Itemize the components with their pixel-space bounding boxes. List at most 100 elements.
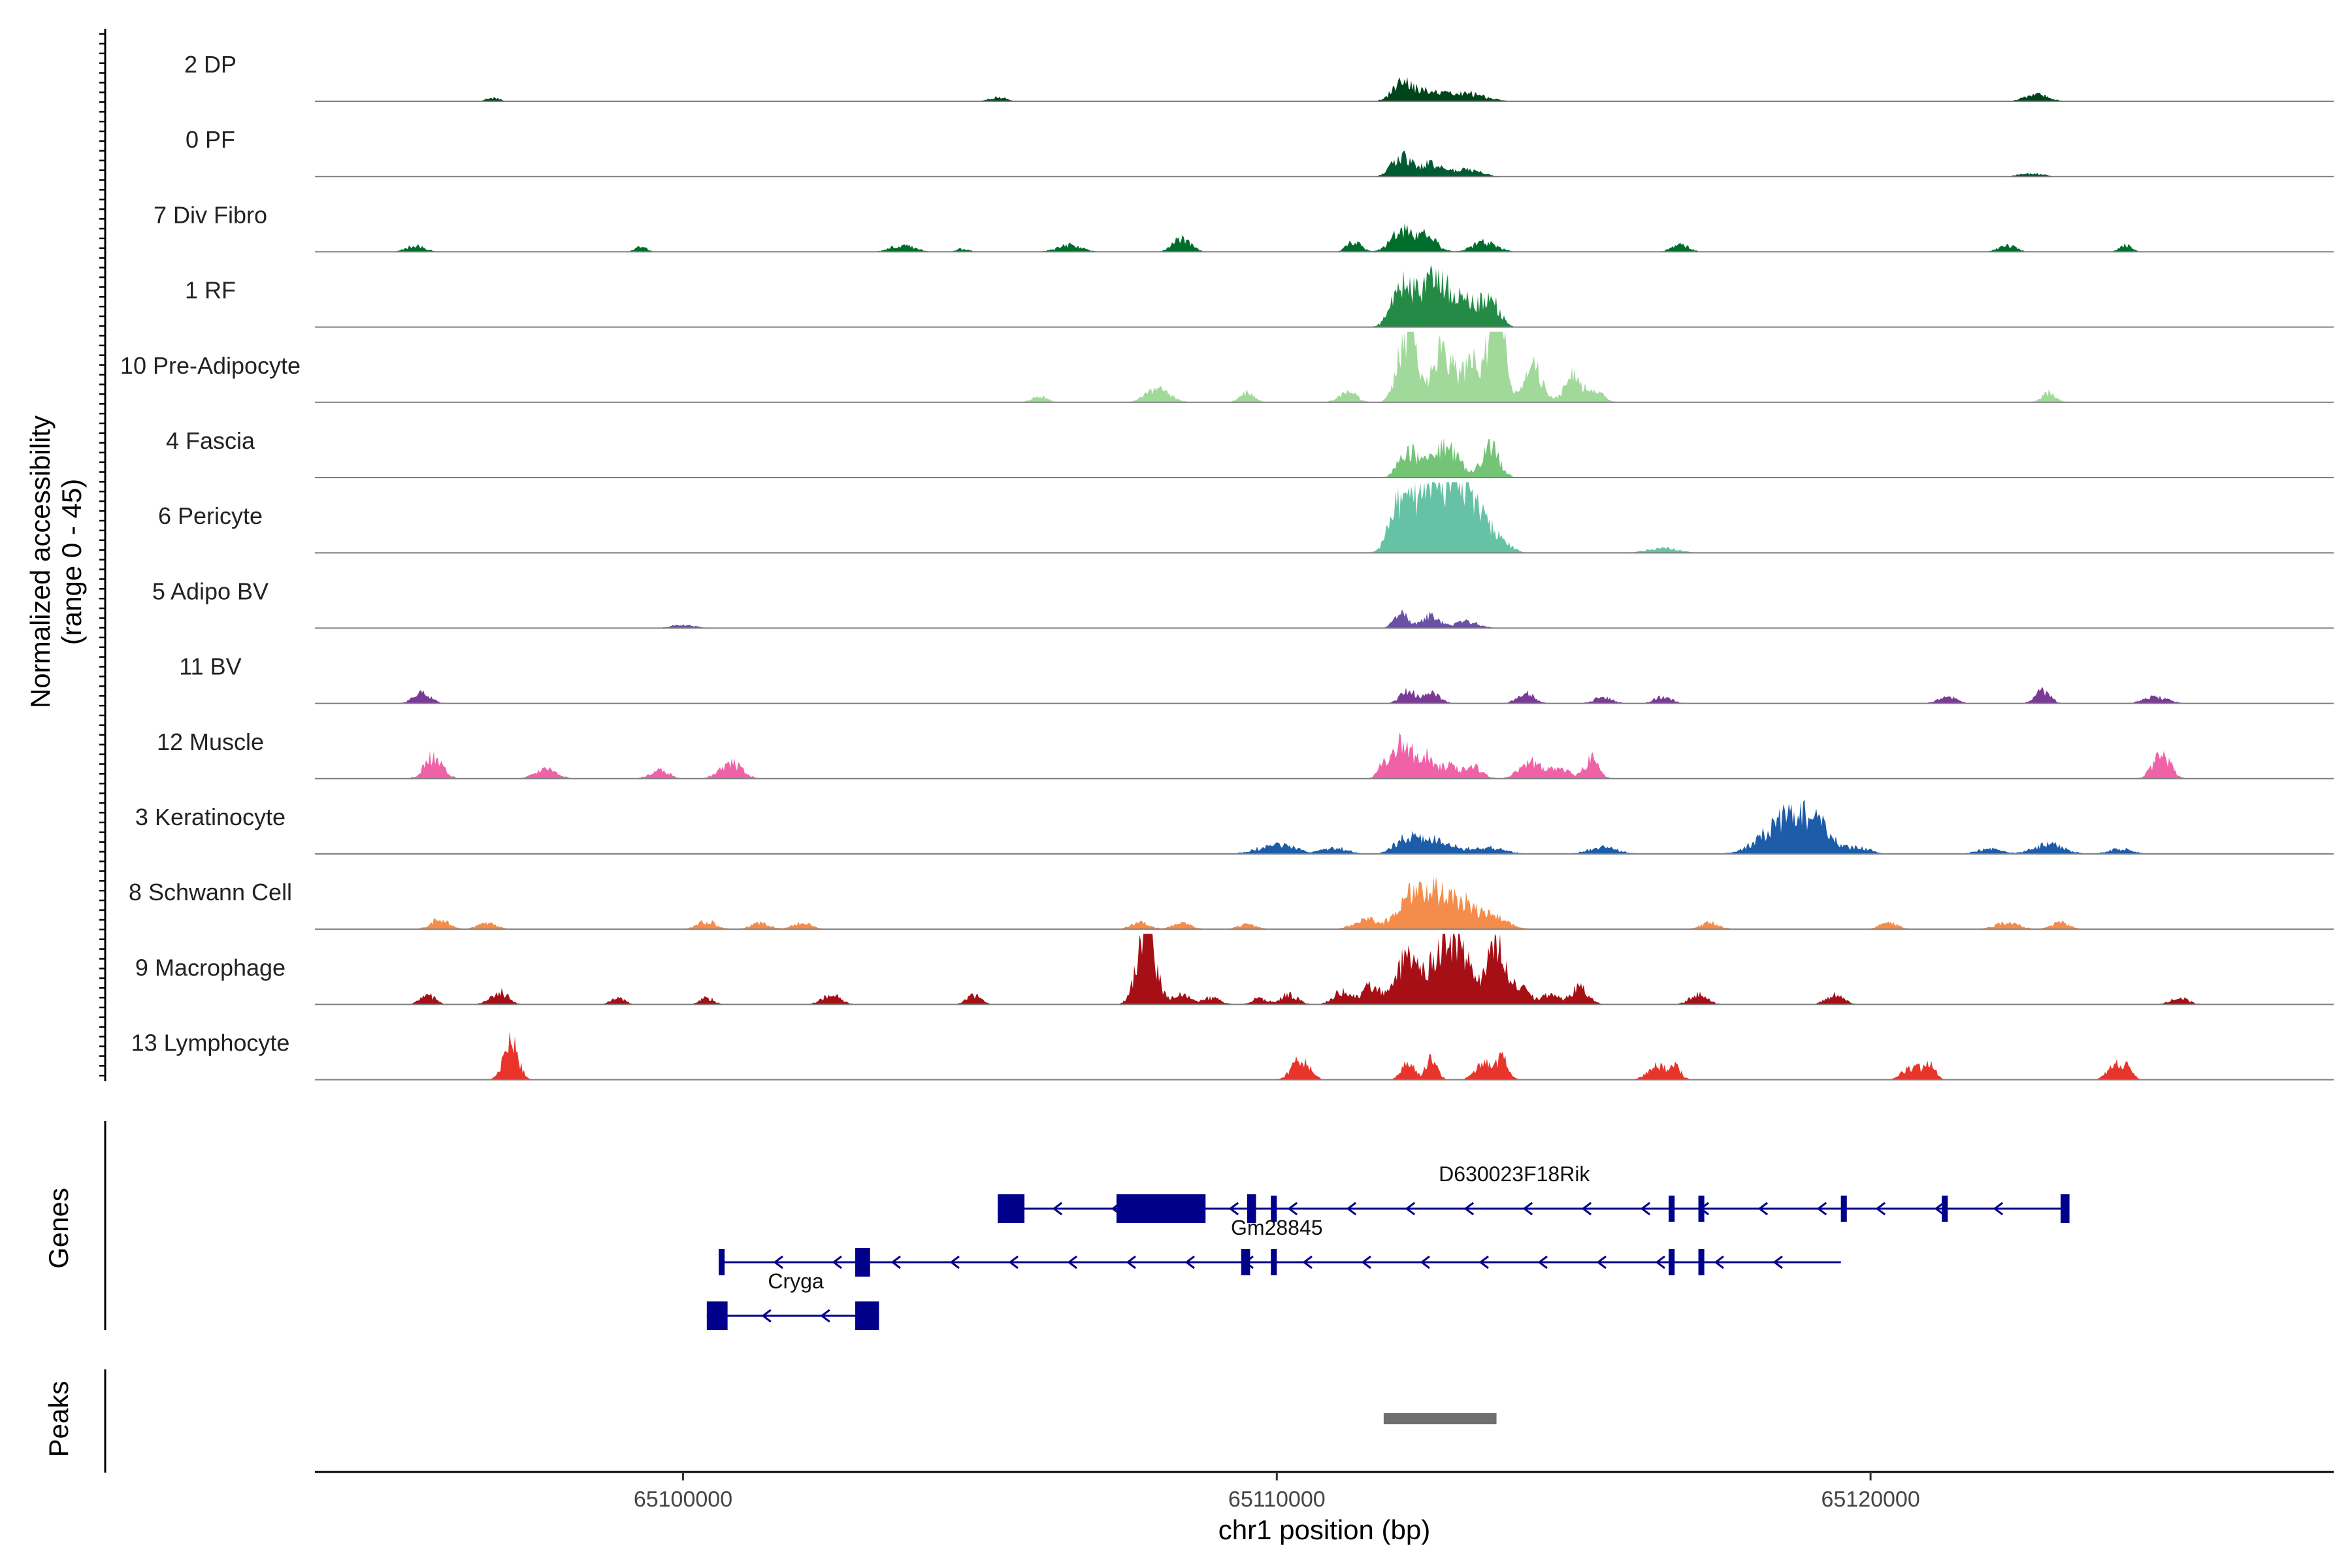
strand-arrow <box>1420 1255 1430 1269</box>
strand-arrow <box>1346 1201 1357 1216</box>
gene-model: Cryga <box>706 1269 879 1330</box>
x-axis-title: chr1 position (bp) <box>1218 1514 1431 1545</box>
strand-arrow <box>1934 1201 1945 1216</box>
strand-arrow <box>1126 1255 1136 1269</box>
x-tick-label: 65100000 <box>634 1487 732 1512</box>
strand-arrow <box>1596 1255 1607 1269</box>
track-label: 5 Adipo BV <box>152 578 269 604</box>
strand-arrow <box>1478 1255 1489 1269</box>
coverage-track: 1 RF <box>185 265 2334 328</box>
strand-arrow <box>773 1255 783 1269</box>
gene-exon <box>1942 1196 1948 1222</box>
strand-arrow <box>1067 1255 1077 1269</box>
coverage-track: 7 Div Fibro <box>154 201 2334 253</box>
track-label: 10 Pre-Adipocyte <box>120 352 301 379</box>
gene-exon <box>855 1248 870 1277</box>
coverage-area <box>315 437 2334 478</box>
coverage-track: 10 Pre-Adipocyte <box>120 331 2334 403</box>
coverage-area <box>315 610 2334 629</box>
coverage-track: 11 BV <box>179 653 2334 704</box>
coverage-area <box>315 331 2334 402</box>
gene-label: Gm28845 <box>1231 1216 1323 1239</box>
strand-arrow <box>761 1309 772 1323</box>
coverage-tracks: 2 DP 0 PF 7 Div Fibro 1 RF 10 Pre-Adipocyte 4… <box>120 51 2334 1081</box>
strand-arrow <box>1008 1255 1019 1269</box>
strand-arrow <box>1537 1255 1548 1269</box>
gene-exon <box>1271 1249 1277 1275</box>
coverage-area <box>315 223 2334 252</box>
coverage-track: 9 Macrophage <box>135 934 2334 1005</box>
track-label: 2 DP <box>184 51 237 78</box>
strand-arrow <box>820 1309 830 1323</box>
gene-exon <box>719 1249 725 1275</box>
track-label: 8 Schwann Cell <box>129 879 292 906</box>
coverage-area <box>315 150 2334 177</box>
track-label: 1 RF <box>185 277 236 304</box>
strand-arrow <box>1581 1201 1592 1216</box>
coverage-area <box>315 934 2334 1005</box>
coverage-y-ticks <box>99 33 105 1077</box>
coverage-track: 6 Pericyte <box>158 482 2334 554</box>
peaks-panel-label: Peaks <box>43 1381 74 1458</box>
strand-arrow <box>890 1255 901 1269</box>
track-label: 12 Muscle <box>157 728 264 755</box>
coverage-track: 5 Adipo BV <box>152 578 2334 629</box>
gene-label: Cryga <box>768 1269 824 1293</box>
coverage-track: 0 PF <box>186 126 2334 178</box>
strand-arrow <box>1655 1255 1665 1269</box>
coverage-area <box>315 1030 2334 1080</box>
track-label: 13 Lymphocyte <box>131 1030 290 1056</box>
gene-exon <box>998 1194 1025 1223</box>
strand-arrow <box>1757 1201 1769 1216</box>
strand-arrow <box>832 1255 842 1269</box>
coverage-area <box>315 687 2334 704</box>
gene-exon <box>1698 1196 1705 1222</box>
gene-exon <box>1241 1249 1250 1275</box>
strand-arrow <box>1405 1201 1416 1216</box>
strand-arrow <box>1184 1255 1195 1269</box>
strand-arrow <box>1714 1255 1724 1269</box>
gene-label: D630023F18Rik <box>1439 1162 1590 1186</box>
y-axis-title-line1: Normalized accessibility <box>25 416 56 708</box>
track-label: 0 PF <box>186 126 235 153</box>
coverage-track: 12 Muscle <box>157 728 2334 779</box>
track-label: 7 Div Fibro <box>154 201 267 228</box>
gene-exon <box>855 1301 879 1330</box>
gene-model: D630023F18Rik <box>998 1162 2070 1223</box>
gene-exon <box>1840 1196 1847 1222</box>
x-axis-ticks: 65100000 65110000 65120000 <box>634 1472 1920 1512</box>
strand-arrow <box>1816 1201 1827 1216</box>
coverage-area <box>315 265 2334 327</box>
strand-arrow <box>949 1255 960 1269</box>
gene-exon <box>1669 1249 1675 1275</box>
coverage-track: 13 Lymphocyte <box>131 1030 2334 1081</box>
strand-arrow <box>1993 1201 2004 1216</box>
gene-exon <box>2060 1194 2070 1223</box>
coverage-track: 4 Fascia <box>166 427 2334 478</box>
peak-region-bar <box>1383 1413 1497 1424</box>
coverage-area <box>315 482 2334 553</box>
y-axis-title: Normalized accessibility (range 0 - 45) <box>25 416 87 708</box>
coverage-area <box>315 76 2334 101</box>
x-tick-label: 65110000 <box>1228 1487 1326 1512</box>
coverage-track: 8 Schwann Cell <box>129 876 2334 930</box>
genes-panel-label: Genes <box>43 1188 74 1269</box>
strand-arrow <box>1772 1255 1783 1269</box>
strand-arrow <box>1640 1201 1651 1216</box>
strand-arrow <box>1228 1201 1239 1216</box>
track-label: 3 Keratinocyte <box>135 804 286 830</box>
strand-arrow <box>1875 1201 1886 1216</box>
gene-exon <box>1247 1194 1256 1223</box>
track-label: 11 BV <box>179 653 241 680</box>
gene-model: Gm28845 <box>719 1216 1841 1277</box>
strand-arrow <box>1522 1201 1533 1216</box>
gene-exon <box>1116 1194 1206 1223</box>
coverage-track: 2 DP <box>184 51 2334 102</box>
gene-exon <box>1669 1196 1675 1222</box>
strand-arrow <box>1302 1255 1313 1269</box>
x-tick-label: 65120000 <box>1821 1487 1919 1512</box>
strand-arrow <box>1052 1201 1063 1216</box>
gene-annotations: D630023F18Rik Gm28845 Cryga <box>706 1162 2070 1330</box>
gene-exon <box>706 1301 728 1330</box>
